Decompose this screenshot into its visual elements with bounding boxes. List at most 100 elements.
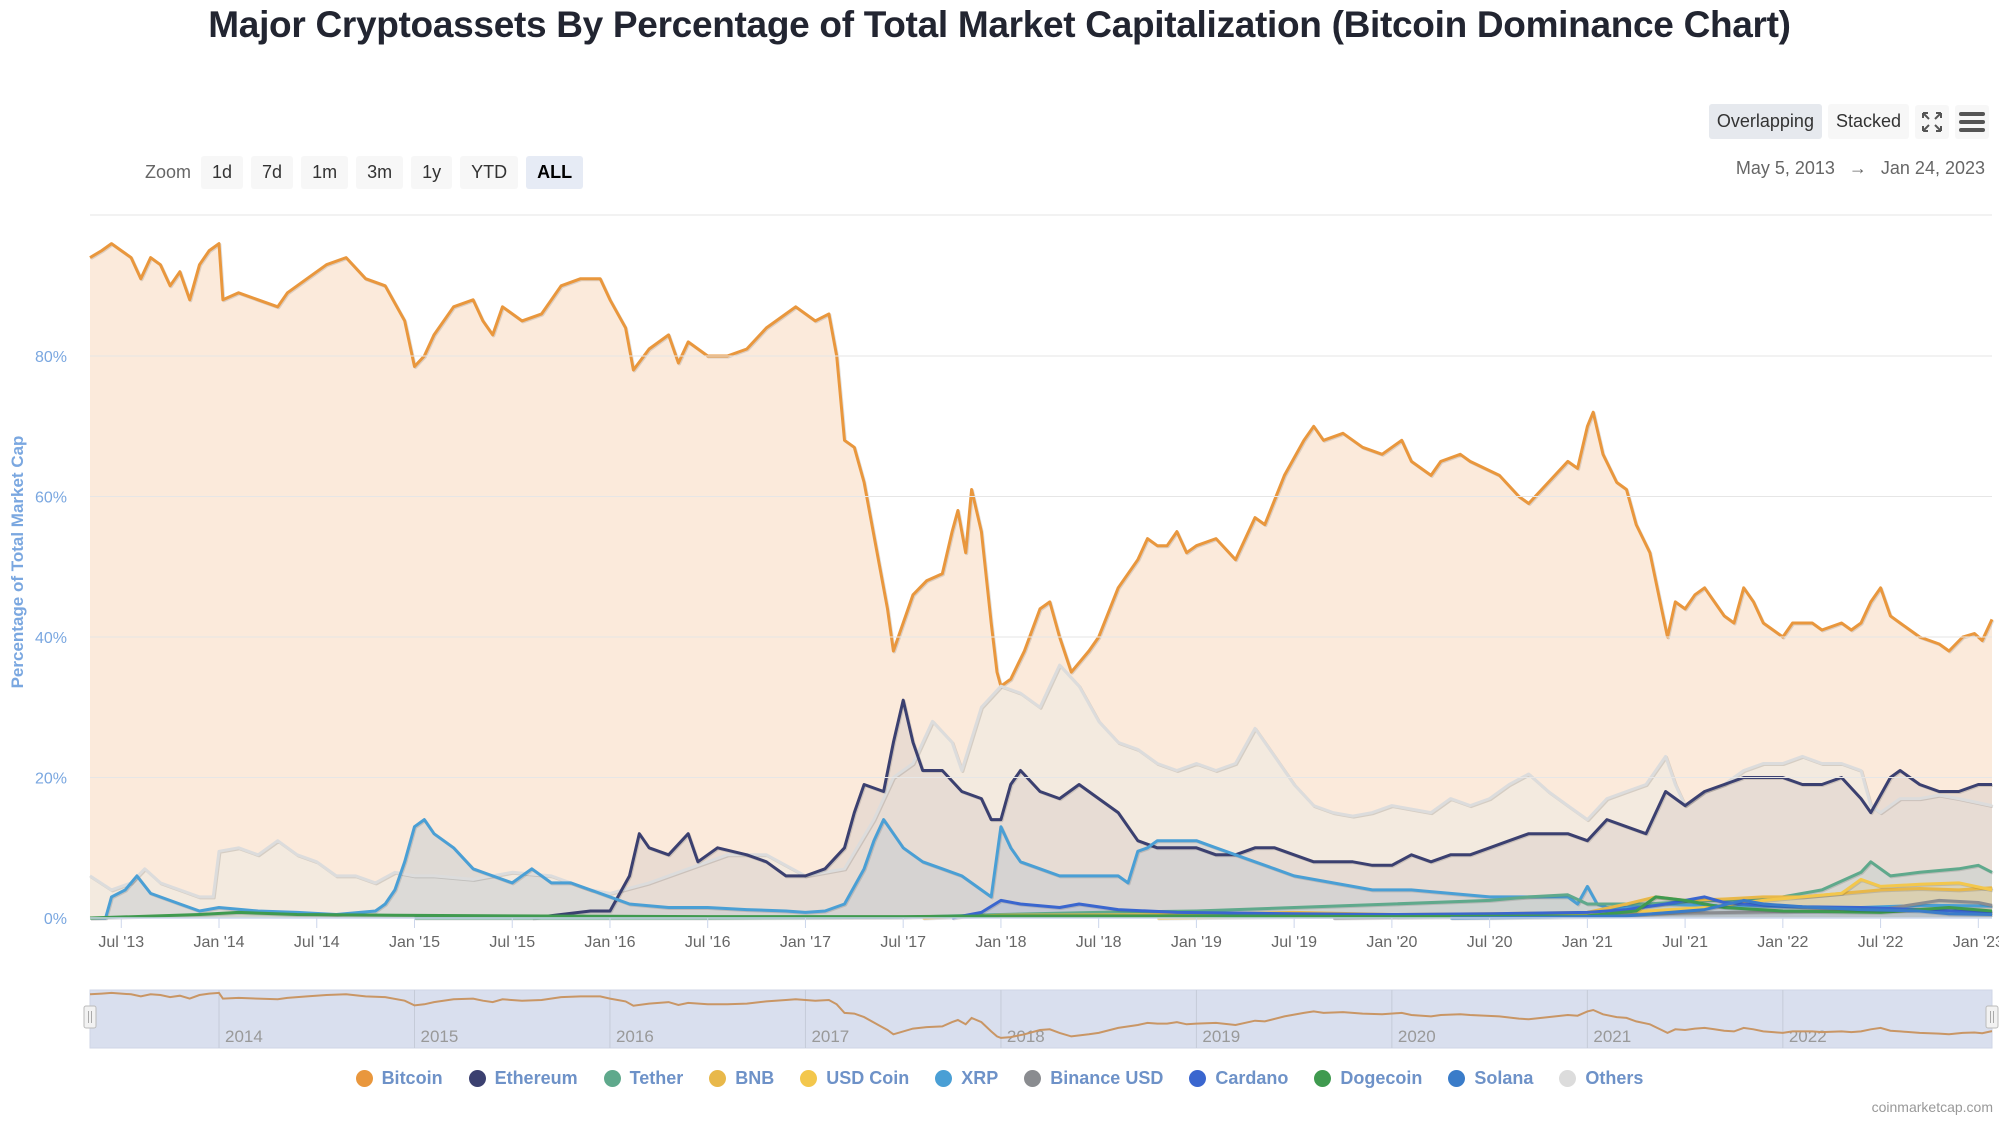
zoom-1m-button[interactable]: 1m bbox=[301, 156, 349, 189]
x-tick-label: Jan '14 bbox=[193, 934, 244, 951]
legend-marker-icon bbox=[935, 1070, 953, 1087]
x-tick-label: Jul '14 bbox=[294, 934, 340, 951]
legend-item-usd-coin[interactable]: USD Coin bbox=[800, 1068, 909, 1089]
legend-item-cardano[interactable]: Cardano bbox=[1189, 1068, 1288, 1089]
axes: 0% 20% 40% 60% 80% Jul '13 Jan '14 Jul '14 Jan '… bbox=[35, 349, 1999, 951]
handle-body[interactable] bbox=[1985, 1005, 1999, 1029]
legend-label: Tether bbox=[629, 1068, 684, 1088]
series-lines bbox=[89, 242, 1995, 921]
legend-label: Bitcoin bbox=[381, 1068, 443, 1088]
fullscreen-button[interactable] bbox=[1915, 104, 1949, 139]
series-line-bitcoin[interactable] bbox=[89, 242, 1994, 688]
navigator-left-handle[interactable] bbox=[83, 1005, 97, 1029]
navigator[interactable]: 2014 2015 2016 2017 2018 2019 2020 2021 2022 bbox=[83, 989, 1999, 1049]
legend-item-bitcoin[interactable]: Bitcoin bbox=[355, 1068, 443, 1089]
legend-label: Solana bbox=[1474, 1068, 1534, 1088]
legend-marker-icon bbox=[603, 1070, 621, 1087]
series-area-solana bbox=[1450, 900, 1992, 918]
chart-title: Major Cryptoassets By Percentage of Tota… bbox=[208, 4, 1791, 45]
x-tick-label: Jan '23 bbox=[1953, 934, 1999, 951]
legend-marker-icon bbox=[355, 1070, 373, 1087]
x-tick-label: Jan '18 bbox=[975, 934, 1026, 951]
navigator-year-label: 2021 bbox=[1593, 1027, 1631, 1046]
navigator-right-handle[interactable] bbox=[1985, 1005, 1999, 1029]
legend-item-dogecoin[interactable]: Dogecoin bbox=[1314, 1068, 1422, 1089]
range-arrow-icon: → bbox=[1848, 158, 1867, 178]
legend: Bitcoin Ethereum Tether BNB USD Coin XRP Binan… bbox=[0, 1068, 1999, 1089]
overlapping-button[interactable]: Overlapping bbox=[1708, 104, 1822, 139]
zoom-7d-button[interactable]: 7d bbox=[251, 156, 294, 189]
zoom-3m-button[interactable]: 3m bbox=[356, 156, 404, 189]
chart-area[interactable]: 0% 20% 40% 60% 80% Jul '13 Jan '14 Jul '14 Jan '… bbox=[0, 0, 1999, 1050]
legend-marker-icon bbox=[800, 1070, 818, 1087]
legend-marker-icon bbox=[709, 1070, 727, 1087]
x-tick-label: Jan '15 bbox=[389, 934, 440, 951]
legend-marker-icon bbox=[468, 1070, 486, 1087]
y-tick-label: 80% bbox=[35, 349, 67, 366]
y-tick-label: 0% bbox=[44, 911, 67, 928]
x-tick-label: Jan '17 bbox=[780, 934, 831, 951]
legend-item-others[interactable]: Others bbox=[1559, 1068, 1643, 1089]
x-tick-label: Jul '20 bbox=[1467, 934, 1513, 951]
legend-label: Binance USD bbox=[1050, 1068, 1164, 1088]
legend-marker-icon bbox=[1314, 1070, 1332, 1087]
series-line-dogecoin[interactable] bbox=[89, 895, 1993, 920]
legend-label: Ethereum bbox=[494, 1068, 578, 1088]
legend-marker-icon bbox=[1559, 1070, 1577, 1087]
navigator-year-label: 2022 bbox=[1789, 1027, 1827, 1046]
range-from-input[interactable]: May 5, 2013 bbox=[1735, 158, 1835, 178]
navigator-year-label: 2015 bbox=[420, 1027, 458, 1046]
range-to-input[interactable]: Jan 24, 2023 bbox=[1880, 158, 1985, 178]
legend-marker-icon bbox=[1024, 1070, 1042, 1087]
zoom-all-button[interactable]: ALL bbox=[526, 156, 584, 189]
navigator-series-line bbox=[89, 991, 1993, 1039]
legend-marker-icon bbox=[1189, 1070, 1207, 1087]
navigator-year-label: 2020 bbox=[1398, 1027, 1436, 1046]
legend-item-tether[interactable]: Tether bbox=[603, 1068, 684, 1089]
navigator-year-label: 2016 bbox=[616, 1027, 654, 1046]
x-tick-label: Jul '18 bbox=[1076, 934, 1122, 951]
navigator-mask[interactable] bbox=[89, 989, 1993, 1049]
x-tick-label: Jul '19 bbox=[1271, 934, 1317, 951]
y-tick-label: 60% bbox=[35, 490, 67, 507]
series-area-bitcoin bbox=[90, 243, 1992, 919]
x-tick-label: Jan '22 bbox=[1757, 934, 1808, 951]
mode-toolbar: Overlapping Stacked bbox=[1708, 104, 1989, 139]
navigator-year-label: 2014 bbox=[225, 1027, 263, 1046]
legend-item-xrp[interactable]: XRP bbox=[935, 1068, 998, 1089]
legend-label: Others bbox=[1585, 1068, 1644, 1088]
legend-label: XRP bbox=[961, 1068, 999, 1088]
x-tick-label: Jul '15 bbox=[489, 934, 535, 951]
x-tick-label: Jan '20 bbox=[1366, 934, 1417, 951]
legend-item-ethereum[interactable]: Ethereum bbox=[468, 1068, 578, 1089]
series-area-xrp bbox=[90, 819, 1992, 918]
legend-label: BNB bbox=[735, 1068, 775, 1088]
legend-item-binance-usd[interactable]: Binance USD bbox=[1024, 1068, 1163, 1089]
zoom-1d-button[interactable]: 1d bbox=[201, 156, 244, 189]
legend-label: USD Coin bbox=[826, 1068, 910, 1088]
series-line-solana[interactable] bbox=[1450, 898, 1993, 920]
navigator-year-label: 2017 bbox=[811, 1027, 849, 1046]
hamburger-menu-icon bbox=[1959, 111, 1985, 132]
menu-button[interactable] bbox=[1955, 104, 1989, 139]
handle-body[interactable] bbox=[83, 1005, 97, 1029]
y-tick-label: 40% bbox=[35, 630, 67, 647]
x-tick-label: Jul '21 bbox=[1662, 934, 1708, 951]
stacked-button[interactable]: Stacked bbox=[1827, 104, 1909, 139]
series-line-tether[interactable] bbox=[414, 860, 1993, 920]
y-tick-label: 20% bbox=[35, 771, 67, 788]
zoom-ytd-button[interactable]: YTD bbox=[460, 156, 519, 189]
x-tick-label: Jan '16 bbox=[584, 934, 635, 951]
date-range: May 5, 2013 → Jan 24, 2023 bbox=[1736, 158, 1985, 179]
legend-item-bnb[interactable]: BNB bbox=[709, 1068, 774, 1089]
credit-link[interactable]: coinmarketcap.com bbox=[1871, 1099, 1993, 1115]
zoom-label: Zoom bbox=[145, 162, 192, 182]
legend-label: Dogecoin bbox=[1340, 1068, 1423, 1088]
x-tick-label: Jan '21 bbox=[1562, 934, 1613, 951]
series-fills bbox=[90, 243, 1993, 919]
navigator-year-label: 2019 bbox=[1202, 1027, 1240, 1046]
x-tick-label: Jul '22 bbox=[1858, 934, 1904, 951]
x-tick-label: Jul '16 bbox=[685, 934, 731, 951]
zoom-1y-button[interactable]: 1y bbox=[411, 156, 453, 189]
legend-item-solana[interactable]: Solana bbox=[1448, 1068, 1533, 1089]
